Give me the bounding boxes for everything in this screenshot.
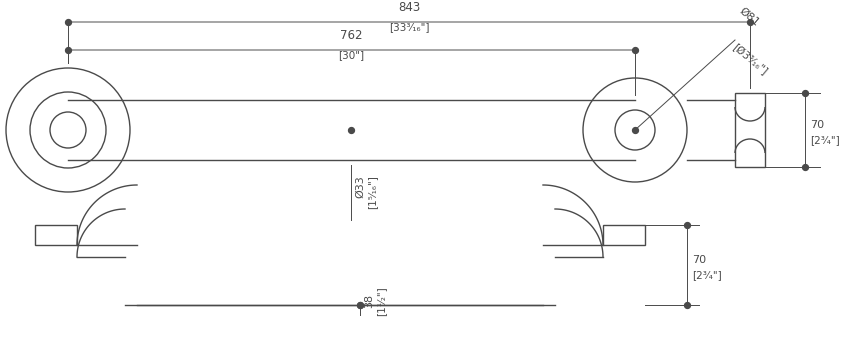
Point: [61, 19, 75, 25]
Text: 843: 843: [398, 1, 420, 14]
Text: [30"]: [30"]: [338, 50, 365, 60]
Text: Ø81: Ø81: [737, 5, 761, 28]
Text: 762: 762: [340, 29, 363, 42]
Bar: [603, 225, 645, 245]
Point: [354, 302, 367, 308]
Text: [33³⁄₁₆"]: [33³⁄₁₆"]: [388, 22, 429, 32]
Point: [354, 302, 367, 308]
Point: [628, 127, 642, 133]
Text: [2³⁄₄"]: [2³⁄₄"]: [692, 270, 722, 280]
Point: [798, 90, 812, 96]
Text: [2³⁄₄"]: [2³⁄₄"]: [810, 135, 840, 145]
Bar: [735, 93, 765, 167]
Text: 70: 70: [692, 255, 706, 265]
Text: [1¹⁄₂"]: [1¹⁄₂"]: [376, 286, 386, 316]
Point: [798, 164, 812, 170]
Point: [680, 302, 694, 308]
Point: [628, 47, 642, 53]
Point: [743, 19, 756, 25]
Text: 70: 70: [810, 120, 824, 130]
Text: [Ø3³⁄₁₆"]: [Ø3³⁄₁₆"]: [730, 42, 768, 77]
Text: [1⁵⁄₁₆"]: [1⁵⁄₁₆"]: [367, 175, 377, 209]
Point: [680, 222, 694, 228]
Text: 38: 38: [364, 294, 374, 308]
Text: Ø33: Ø33: [355, 175, 366, 198]
Point: [345, 127, 359, 133]
Point: [61, 47, 75, 53]
Bar: [35, 225, 77, 245]
